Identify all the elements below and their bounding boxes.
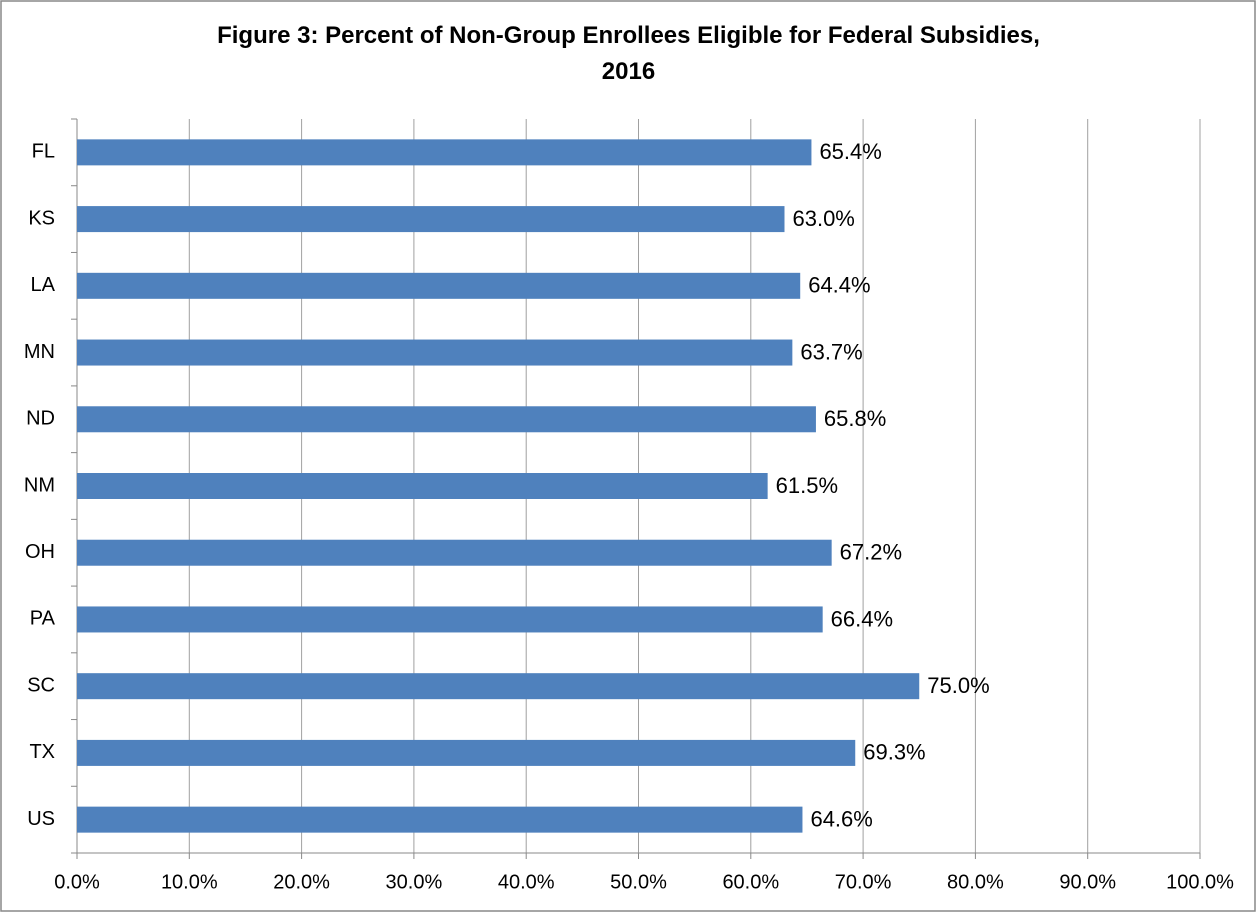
value-label: 67.2% xyxy=(840,540,902,565)
y-tick-label: FL xyxy=(32,141,55,163)
y-tick-label: NM xyxy=(24,474,55,496)
y-tick-label: US xyxy=(27,808,55,830)
bar xyxy=(77,272,801,299)
y-tick-label: KS xyxy=(28,207,55,229)
bar xyxy=(77,806,803,833)
bar xyxy=(77,606,823,633)
value-label: 75.0% xyxy=(927,673,989,698)
x-tick-label: 20.0% xyxy=(273,871,330,893)
value-label: 65.4% xyxy=(819,139,881,164)
x-tick-label: 50.0% xyxy=(610,871,667,893)
y-tick-label: SC xyxy=(27,674,55,696)
y-tick-label: PA xyxy=(30,608,56,630)
y-tick-label: OH xyxy=(25,541,55,563)
x-tick-label: 80.0% xyxy=(947,871,1004,893)
y-tick-label: ND xyxy=(26,408,55,430)
value-label: 65.8% xyxy=(824,406,886,431)
value-label: 63.0% xyxy=(792,206,854,231)
x-tick-label: 0.0% xyxy=(54,871,100,893)
x-tick-label: 10.0% xyxy=(161,871,218,893)
value-label: 66.4% xyxy=(831,606,893,631)
value-label: 69.3% xyxy=(863,740,925,765)
y-tick-label: MN xyxy=(24,341,55,363)
y-tick-label: LA xyxy=(31,274,56,296)
bar xyxy=(77,739,856,766)
value-label: 61.5% xyxy=(776,473,838,498)
x-tick-label: 40.0% xyxy=(498,871,555,893)
y-tick-label: TX xyxy=(29,741,55,763)
bar xyxy=(77,539,832,566)
x-tick-label: 90.0% xyxy=(1059,871,1116,893)
bar xyxy=(77,206,785,233)
value-label: 63.7% xyxy=(800,339,862,364)
bar xyxy=(77,673,920,700)
bar xyxy=(77,139,812,166)
x-tick-label: 70.0% xyxy=(835,871,892,893)
bar xyxy=(77,406,816,433)
x-tick-label: 30.0% xyxy=(386,871,443,893)
x-tick-label: 60.0% xyxy=(722,871,779,893)
bar xyxy=(77,473,768,499)
value-label: 64.6% xyxy=(810,806,872,831)
value-label: 64.4% xyxy=(808,273,870,298)
chart-title: Figure 3: Percent of Non-Group Enrollees… xyxy=(217,22,1040,85)
bar xyxy=(77,339,793,366)
x-tick-label: 100.0% xyxy=(1166,871,1234,893)
